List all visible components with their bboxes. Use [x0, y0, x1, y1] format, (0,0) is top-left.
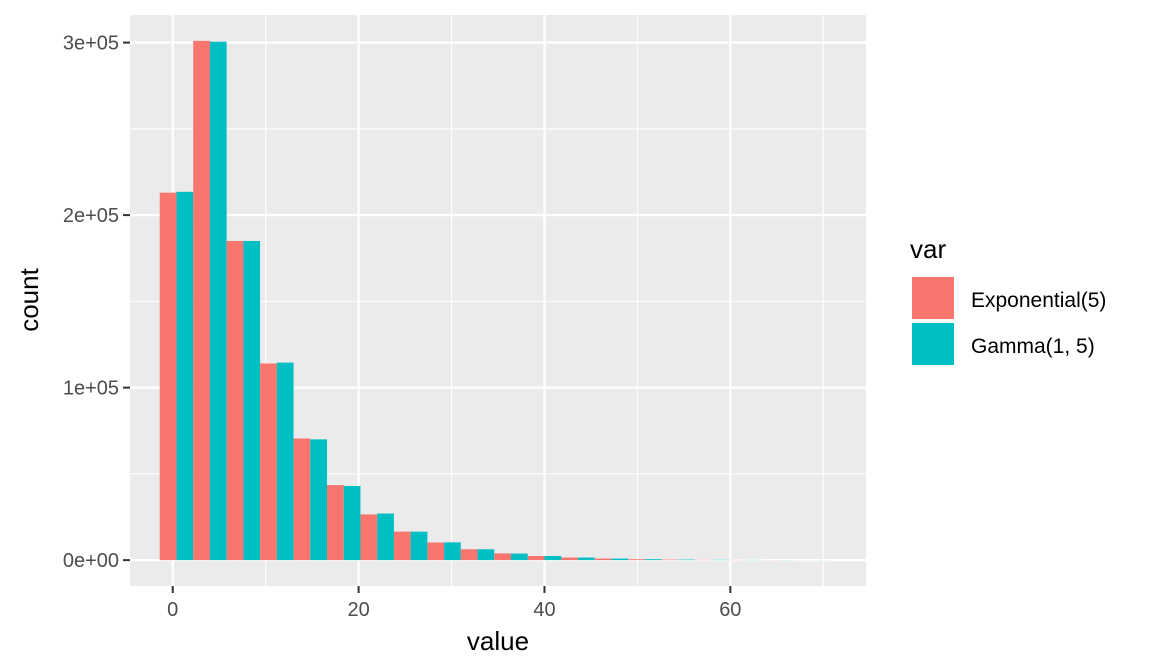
legend-title: var	[910, 234, 946, 264]
bar-gamma	[678, 559, 696, 561]
x-tick-label: 0	[167, 599, 178, 621]
x-tick-label: 40	[533, 599, 555, 621]
x-tick-label: 60	[719, 599, 741, 621]
bar-exponential	[226, 240, 244, 561]
bar-exponential	[494, 553, 512, 561]
bar-exponential	[460, 549, 478, 561]
bar-gamma	[243, 240, 261, 561]
y-tick-label: 1e+05	[63, 378, 119, 400]
bar-exponential	[159, 192, 177, 561]
minor-gridlines	[130, 15, 866, 586]
bar-exponential	[393, 531, 411, 561]
bar-gamma	[511, 553, 528, 561]
bar-gamma	[310, 439, 328, 561]
legend-key-gamma	[912, 323, 954, 365]
x-axis: 0 20 40 60	[167, 586, 741, 621]
x-axis-title: value	[467, 626, 529, 656]
bar-gamma	[611, 558, 629, 561]
bars-layer	[159, 40, 829, 561]
y-tick-label: 2e+05	[63, 205, 119, 227]
bar-gamma	[444, 542, 461, 561]
bar-gamma	[577, 557, 595, 561]
legend-key-exponential	[912, 277, 954, 319]
bar-exponential	[594, 558, 612, 561]
bar-gamma	[176, 191, 194, 561]
bar-exponential	[327, 485, 344, 561]
bar-gamma	[477, 549, 495, 561]
legend-label-gamma: Gamma(1, 5)	[971, 335, 1095, 358]
legend-label-exponential: Exponential(5)	[971, 289, 1106, 312]
bar-exponential	[527, 555, 545, 561]
bar-gamma	[644, 559, 662, 561]
bar-gamma	[276, 362, 294, 561]
bar-gamma	[209, 41, 227, 561]
bar-gamma	[377, 513, 394, 561]
bar-gamma	[544, 555, 562, 561]
x-tick-label: 20	[347, 599, 369, 621]
bar-exponential	[260, 363, 277, 561]
bar-gamma	[343, 485, 361, 561]
y-tick-label: 0e+00	[63, 550, 119, 572]
bar-exponential	[293, 438, 311, 561]
bar-exponential	[628, 559, 645, 561]
bar-exponential	[360, 514, 378, 561]
bar-exponential	[661, 559, 679, 561]
bar-exponential	[427, 542, 445, 561]
y-tick-label: 3e+05	[63, 33, 119, 55]
y-axis: 0e+00 1e+05 2e+05 3e+05	[63, 33, 130, 572]
bar-exponential	[561, 557, 578, 561]
legend: var Exponential(5) Gamma(1, 5)	[910, 234, 1106, 365]
y-axis-title: count	[14, 267, 44, 331]
bar-exponential	[193, 40, 210, 561]
bar-gamma	[410, 531, 428, 561]
